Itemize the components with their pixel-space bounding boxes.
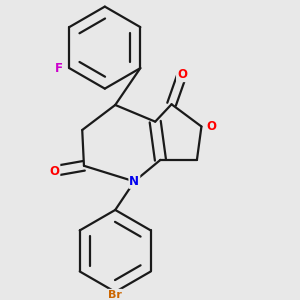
Text: Br: Br — [108, 290, 122, 300]
Text: O: O — [50, 164, 59, 178]
Text: O: O — [177, 68, 187, 81]
Text: F: F — [55, 61, 63, 75]
Text: N: N — [129, 175, 140, 188]
Text: O: O — [206, 120, 216, 133]
